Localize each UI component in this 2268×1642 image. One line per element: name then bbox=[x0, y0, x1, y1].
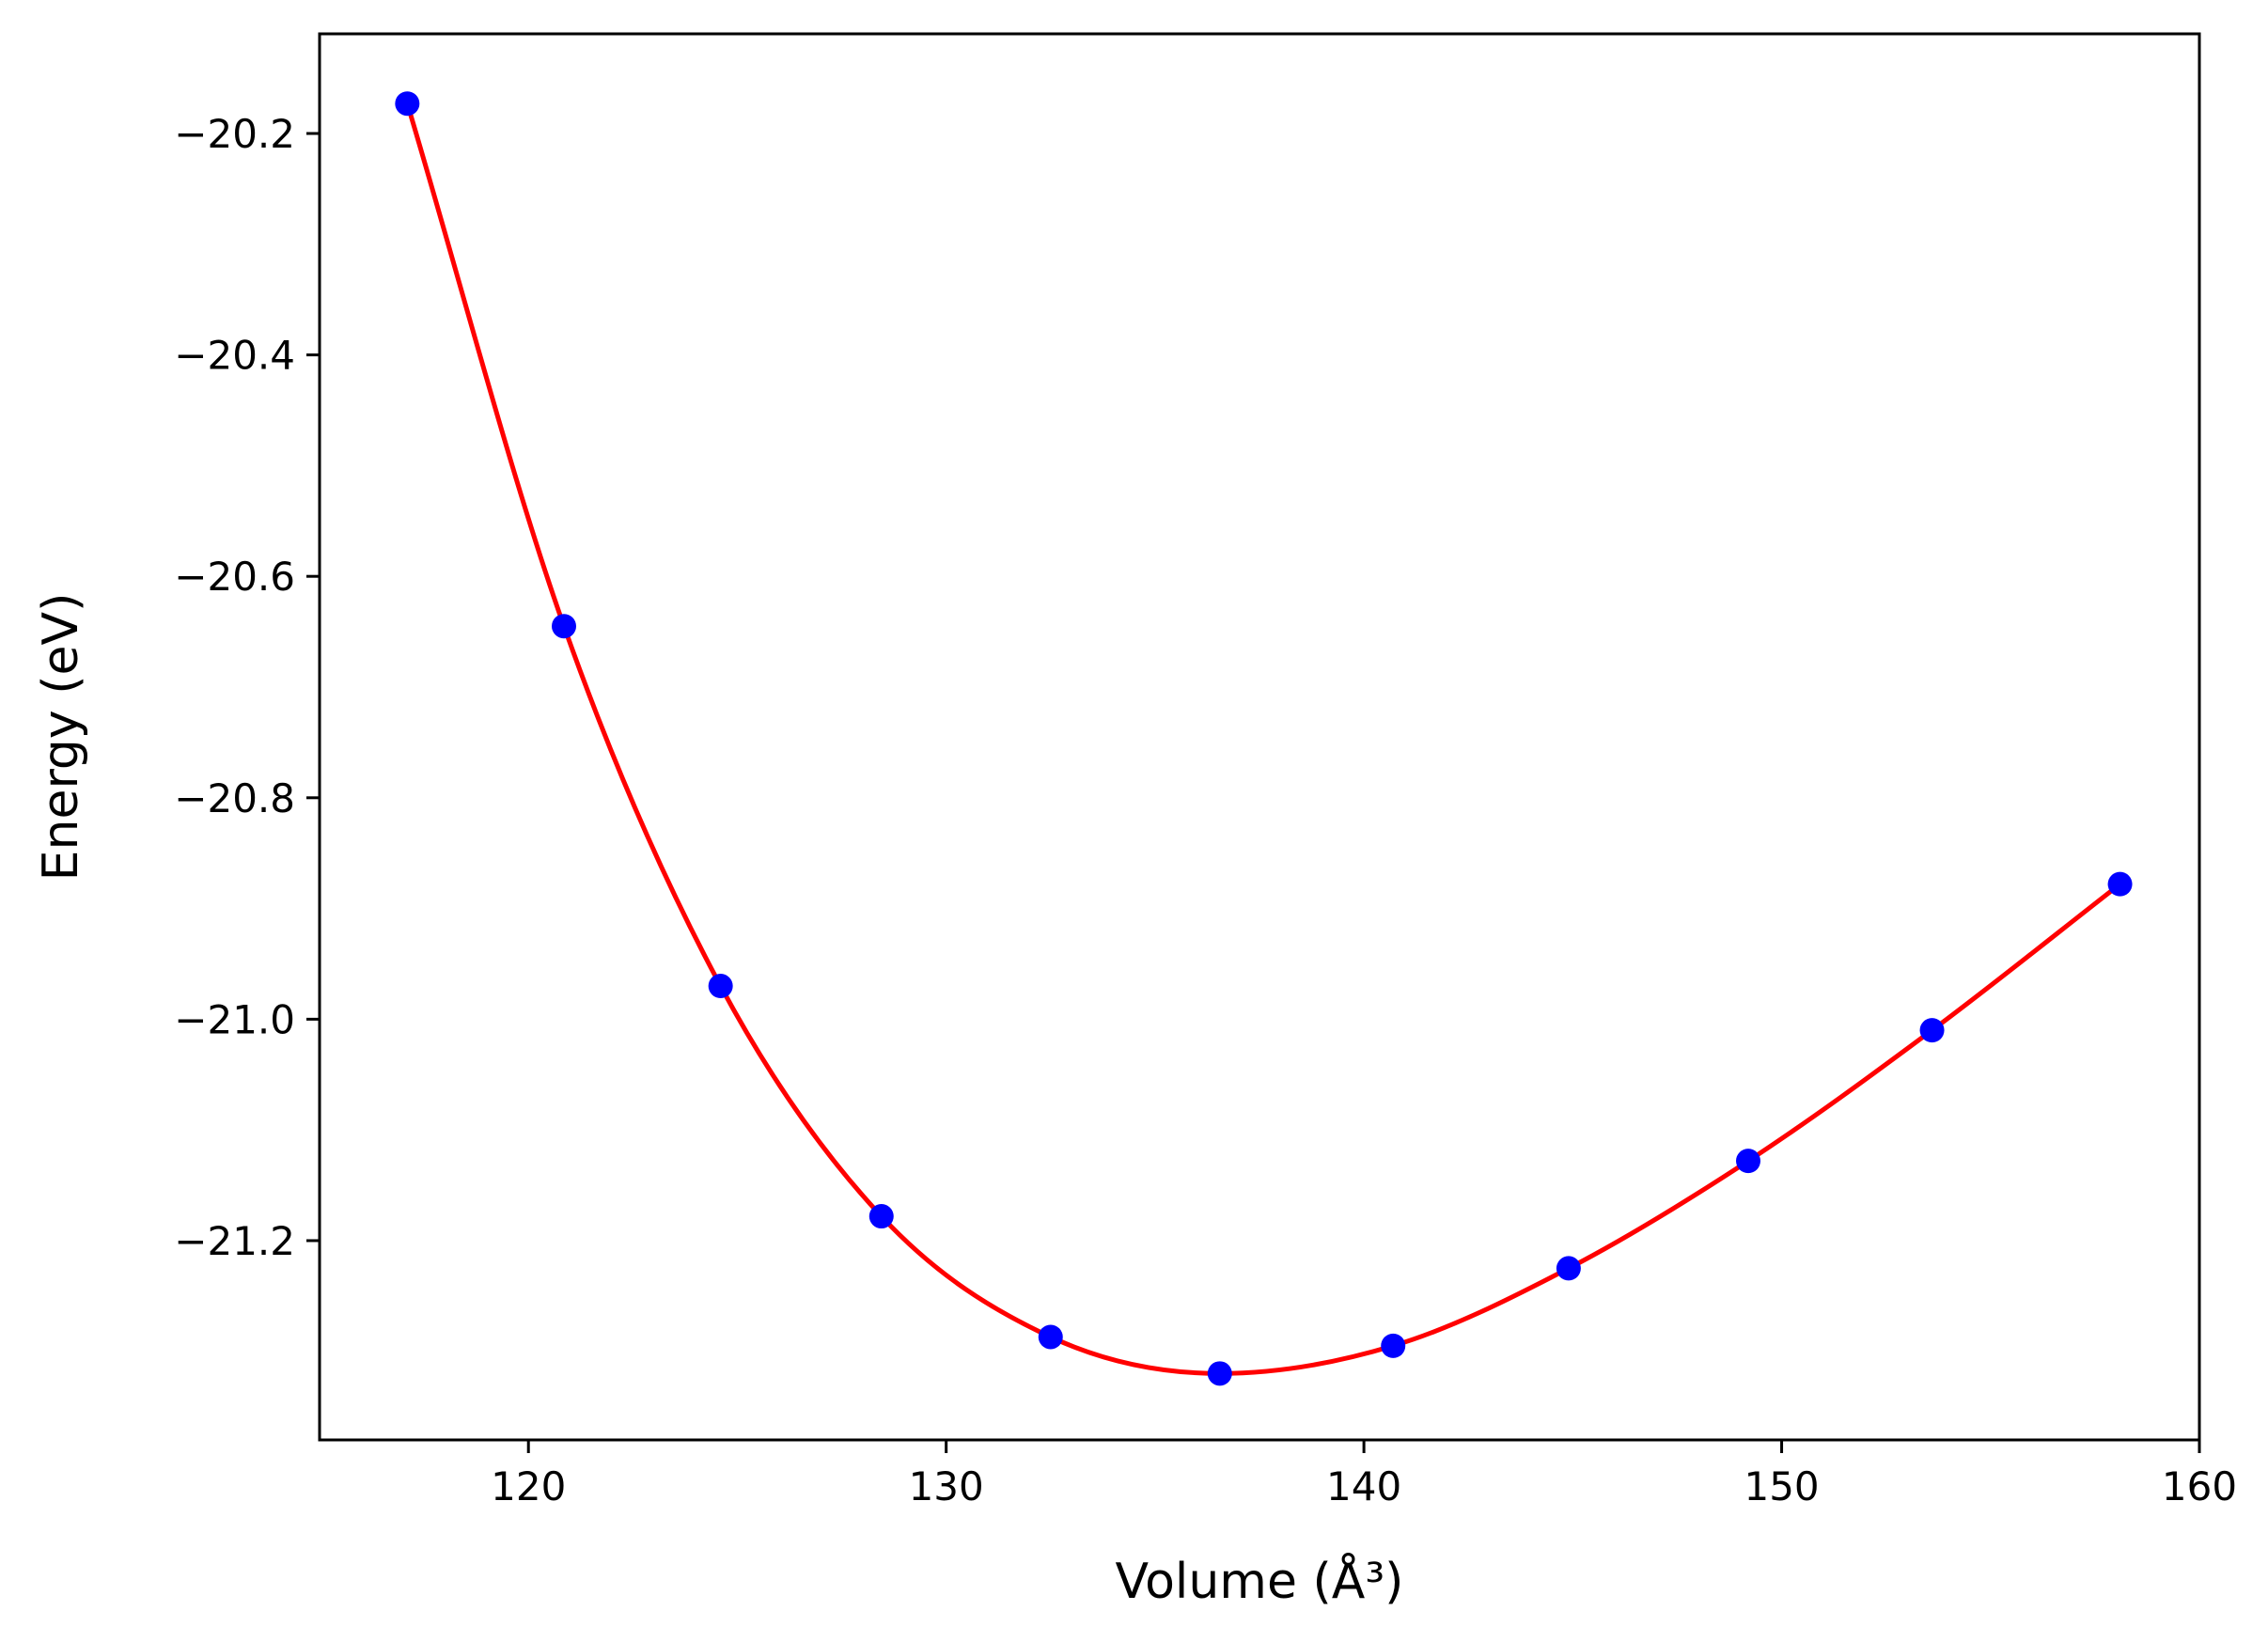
data-point bbox=[1381, 1333, 1406, 1358]
y-tick-label: −20.6 bbox=[174, 554, 295, 600]
x-tick-label: 130 bbox=[909, 1463, 984, 1509]
data-point bbox=[552, 614, 576, 639]
plot-background bbox=[320, 34, 2199, 1440]
y-tick-label: −21.0 bbox=[174, 996, 295, 1042]
data-point bbox=[868, 1204, 894, 1229]
data-point bbox=[708, 974, 733, 999]
x-axis-label: Volume (Å³) bbox=[1116, 1552, 1404, 1610]
y-tick-label: −20.4 bbox=[174, 333, 295, 379]
y-tick-label: −20.2 bbox=[174, 111, 295, 157]
y-tick-label: −20.8 bbox=[174, 775, 295, 821]
data-point bbox=[395, 91, 420, 117]
data-point bbox=[1556, 1256, 1581, 1281]
y-tick-label: −21.2 bbox=[174, 1218, 295, 1264]
data-point bbox=[1736, 1149, 1760, 1174]
y-axis-ticks: −20.2 −20.4 −20.6 −20.8 −21.0 −21.2 bbox=[174, 111, 320, 1264]
data-points bbox=[395, 91, 2133, 1386]
x-tick-label: 160 bbox=[2162, 1463, 2237, 1509]
data-point bbox=[1919, 1018, 1945, 1043]
x-tick-label: 140 bbox=[1326, 1463, 1401, 1509]
plot-frame bbox=[318, 32, 2201, 1442]
x-tick-label: 120 bbox=[491, 1463, 566, 1509]
y-axis-label: Energy (eV) bbox=[33, 593, 89, 882]
fit-curve bbox=[404, 102, 2122, 1376]
x-axis-ticks: 120 130 140 150 160 bbox=[491, 1440, 2237, 1509]
data-point bbox=[1207, 1361, 1232, 1386]
x-tick-label: 150 bbox=[1744, 1463, 1819, 1509]
data-point bbox=[1038, 1324, 1063, 1350]
data-point bbox=[2107, 871, 2133, 897]
